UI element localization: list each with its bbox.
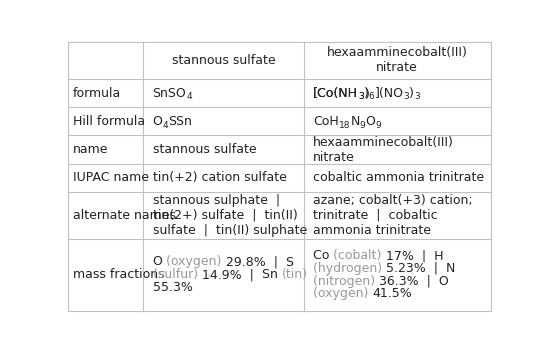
Text: 3: 3 — [403, 92, 409, 101]
Text: formula: formula — [73, 87, 122, 99]
Text: 9: 9 — [376, 120, 381, 129]
Text: azane; cobalt(+3) cation;
trinitrate  |  cobaltic
ammonia trinitrate: azane; cobalt(+3) cation; trinitrate | c… — [313, 194, 473, 237]
Text: cobaltic ammonia trinitrate: cobaltic ammonia trinitrate — [313, 171, 484, 184]
Text: 3: 3 — [414, 92, 420, 101]
Text: tin(+2) cation sulfate: tin(+2) cation sulfate — [153, 171, 287, 184]
Text: 17%  |  H: 17% | H — [386, 249, 443, 262]
Text: SSn: SSn — [168, 115, 192, 128]
Text: Sn: Sn — [262, 268, 281, 281]
Text: SnSO: SnSO — [153, 87, 186, 99]
Text: ): ) — [364, 87, 369, 99]
Text: (hydrogen): (hydrogen) — [313, 262, 386, 275]
Text: (cobalt): (cobalt) — [334, 249, 386, 262]
Text: IUPAC name: IUPAC name — [73, 171, 149, 184]
Text: [Co(NH: [Co(NH — [313, 87, 358, 99]
Text: 5.23%  |  N: 5.23% | N — [386, 262, 456, 275]
Text: 14.9%  |: 14.9% | — [202, 268, 262, 281]
Text: 29.8%  |  S: 29.8% | S — [226, 255, 294, 268]
Text: Hill formula: Hill formula — [73, 115, 146, 128]
Text: (tin): (tin) — [281, 268, 307, 281]
Text: N: N — [350, 115, 360, 128]
Text: hexaamminecobalt(III)
nitrate: hexaamminecobalt(III) nitrate — [326, 46, 468, 74]
Text: 18: 18 — [339, 120, 350, 129]
Text: O: O — [153, 115, 162, 128]
Text: 4: 4 — [162, 120, 168, 129]
Text: 36.3%  |  O: 36.3% | O — [379, 275, 449, 288]
Text: ](NO: ](NO — [374, 87, 403, 99]
Text: 55.3%: 55.3% — [153, 281, 192, 294]
Text: [Co(NH: [Co(NH — [313, 87, 358, 99]
Text: hexaamminecobalt(III)
nitrate: hexaamminecobalt(III) nitrate — [313, 135, 454, 163]
Text: mass fractions: mass fractions — [73, 268, 165, 281]
Text: (nitrogen): (nitrogen) — [313, 275, 379, 288]
Text: stannous sulphate  |
tin(2+) sulfate  |  tin(II)
sulfate  |  tin(II) sulphate: stannous sulphate | tin(2+) sulfate | ti… — [153, 194, 307, 237]
Text: O: O — [153, 255, 166, 268]
Text: O: O — [366, 115, 376, 128]
Text: 6: 6 — [369, 92, 374, 101]
Text: 9: 9 — [360, 120, 366, 129]
Text: alternate names: alternate names — [73, 209, 176, 222]
Text: name: name — [73, 143, 108, 156]
Text: ): ) — [409, 87, 414, 99]
Text: stannous sulfate: stannous sulfate — [153, 143, 256, 156]
Text: )$_{\!}$: )$_{\!}$ — [364, 86, 370, 100]
Text: 41.5%: 41.5% — [372, 287, 412, 300]
Text: Co: Co — [313, 249, 334, 262]
Text: CoH: CoH — [313, 115, 339, 128]
Text: (oxygen): (oxygen) — [313, 287, 372, 300]
Text: 3: 3 — [358, 92, 364, 101]
Text: 4: 4 — [186, 92, 192, 101]
Text: stannous sulfate: stannous sulfate — [172, 54, 275, 67]
Text: (sulfur): (sulfur) — [153, 268, 202, 281]
Text: (oxygen): (oxygen) — [166, 255, 226, 268]
Text: 3: 3 — [358, 92, 364, 101]
